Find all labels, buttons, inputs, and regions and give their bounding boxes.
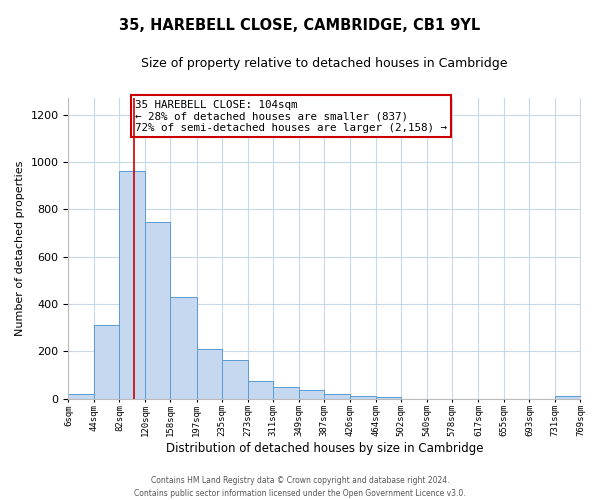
Bar [68,394,94,398]
Bar [170,297,197,398]
Bar [145,222,170,398]
Text: 35 HAREBELL CLOSE: 104sqm
← 28% of detached houses are smaller (837)
72% of semi: 35 HAREBELL CLOSE: 104sqm ← 28% of detac… [135,100,447,133]
Bar [119,172,145,398]
Bar [222,360,248,399]
Bar [248,381,273,398]
Title: Size of property relative to detached houses in Cambridge: Size of property relative to detached ho… [141,58,508,70]
Text: Contains HM Land Registry data © Crown copyright and database right 2024.
Contai: Contains HM Land Registry data © Crown c… [134,476,466,498]
Y-axis label: Number of detached properties: Number of detached properties [15,160,25,336]
Bar [299,390,324,398]
X-axis label: Distribution of detached houses by size in Cambridge: Distribution of detached houses by size … [166,442,483,455]
Bar [324,394,350,398]
Bar [94,326,119,398]
Text: 35, HAREBELL CLOSE, CAMBRIDGE, CB1 9YL: 35, HAREBELL CLOSE, CAMBRIDGE, CB1 9YL [119,18,481,32]
Bar [350,396,376,398]
Bar [555,396,581,398]
Bar [273,388,299,398]
Bar [197,349,222,399]
